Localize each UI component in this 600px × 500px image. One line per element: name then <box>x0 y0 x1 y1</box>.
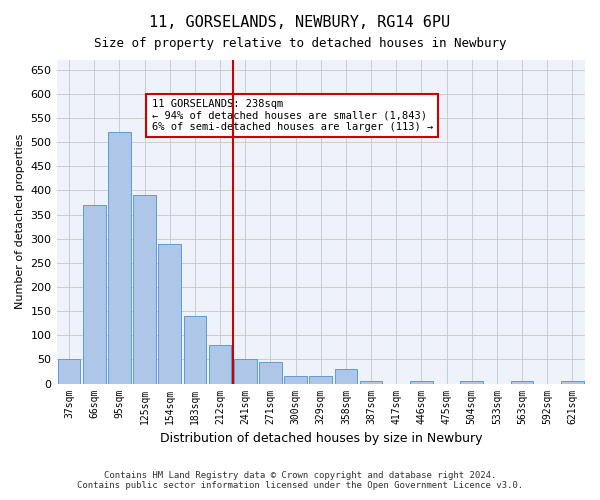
Bar <box>83 205 106 384</box>
Bar <box>158 244 181 384</box>
Bar <box>335 369 357 384</box>
X-axis label: Distribution of detached houses by size in Newbury: Distribution of detached houses by size … <box>160 432 482 445</box>
Bar <box>234 360 257 384</box>
Bar <box>561 381 584 384</box>
Bar <box>410 381 433 384</box>
Bar <box>184 316 206 384</box>
Bar <box>209 345 232 384</box>
Bar <box>259 362 282 384</box>
Bar <box>310 376 332 384</box>
Text: Size of property relative to detached houses in Newbury: Size of property relative to detached ho… <box>94 38 506 51</box>
Bar <box>511 381 533 384</box>
Y-axis label: Number of detached properties: Number of detached properties <box>15 134 25 310</box>
Bar <box>284 376 307 384</box>
Bar <box>133 195 156 384</box>
Text: 11, GORSELANDS, NEWBURY, RG14 6PU: 11, GORSELANDS, NEWBURY, RG14 6PU <box>149 15 451 30</box>
Bar <box>460 381 483 384</box>
Text: 11 GORSELANDS: 238sqm
← 94% of detached houses are smaller (1,843)
6% of semi-de: 11 GORSELANDS: 238sqm ← 94% of detached … <box>152 99 433 132</box>
Bar <box>360 381 382 384</box>
Bar <box>58 360 80 384</box>
Bar <box>108 132 131 384</box>
Text: Contains HM Land Registry data © Crown copyright and database right 2024.
Contai: Contains HM Land Registry data © Crown c… <box>77 470 523 490</box>
